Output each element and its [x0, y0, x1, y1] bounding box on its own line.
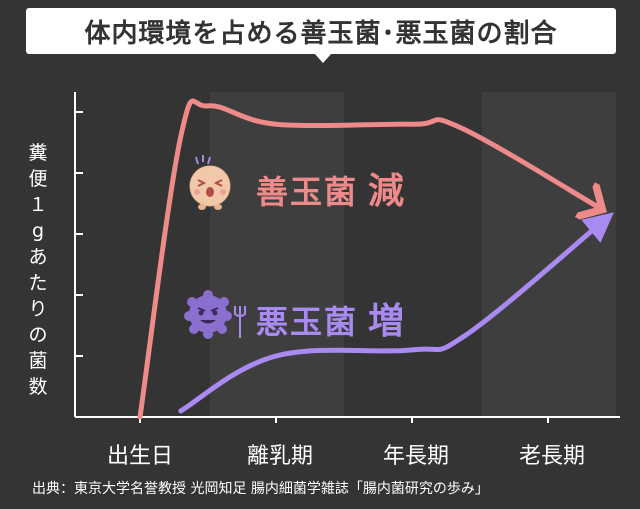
- series-line-bad-bacteria: [178, 212, 614, 414]
- bad-bacteria-name: 悪玉菌: [256, 303, 359, 341]
- good-bacteria-label: 善玉菌減: [256, 162, 406, 214]
- good-bacteria-character-icon: [189, 155, 231, 210]
- x-tick-label-birth: 出生日: [106, 444, 173, 469]
- chart-title-box: 体内環境を占める善玉菌･悪玉菌の割合: [26, 8, 616, 54]
- good-bacteria-name: 善玉菌: [256, 173, 359, 211]
- chart-title: 体内環境を占める善玉菌･悪玉菌の割合: [84, 18, 558, 49]
- x-tick-label-elderly: 老長期: [518, 444, 585, 469]
- source-note: 出典：東京大学名誉教授 光岡知足 腸内細菌学雑誌「腸内菌研究の歩み」: [32, 481, 489, 497]
- x-tick-label-older: 年長期: [382, 444, 449, 469]
- bad-bacteria-trend: 増: [368, 301, 407, 342]
- good-bacteria-trend: 減: [368, 171, 407, 212]
- shaded-band-3: [482, 92, 616, 417]
- shaded-band-1: [210, 92, 344, 417]
- bad-bacteria-character-icon: [184, 290, 246, 339]
- title-pointer: [314, 53, 332, 63]
- series-line-good-bacteria: [137, 98, 602, 420]
- bad-bacteria-label: 悪玉菌増: [256, 292, 406, 344]
- y-axis-label: 糞便１gあたりの菌数: [28, 142, 48, 398]
- x-tick-label-weaning: 離乳期: [246, 444, 313, 469]
